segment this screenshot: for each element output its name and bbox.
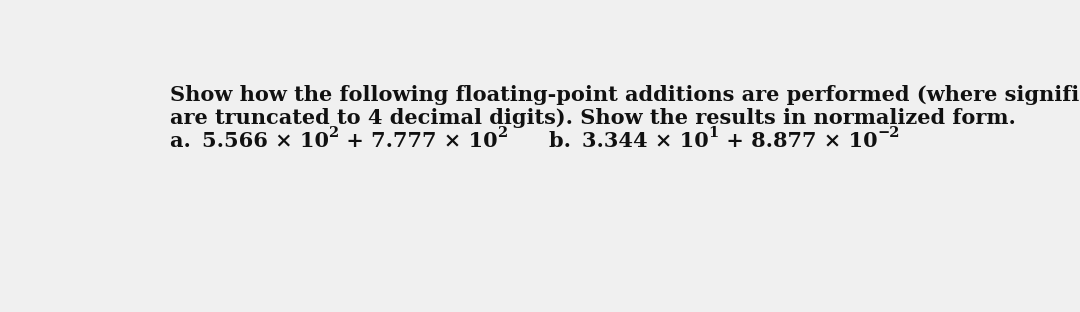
Text: are truncated to 4 decimal digits). Show the results in normalized form.: are truncated to 4 decimal digits). Show…: [171, 108, 1016, 128]
Text: Show how the following floating-point additions are performed (where significand: Show how the following floating-point ad…: [171, 85, 1080, 105]
Text: 2: 2: [498, 126, 508, 140]
Text: + 7.777 × 10: + 7.777 × 10: [339, 131, 498, 151]
Text: 3.344 × 10: 3.344 × 10: [582, 131, 708, 151]
Text: 2: 2: [328, 126, 339, 140]
Text: + 8.877 × 10: + 8.877 × 10: [719, 131, 877, 151]
Text: b.: b.: [550, 131, 582, 151]
Text: a.: a.: [171, 131, 202, 151]
Text: 1: 1: [708, 126, 719, 140]
Text: 5.566 × 10: 5.566 × 10: [202, 131, 328, 151]
Text: −2: −2: [877, 126, 900, 140]
